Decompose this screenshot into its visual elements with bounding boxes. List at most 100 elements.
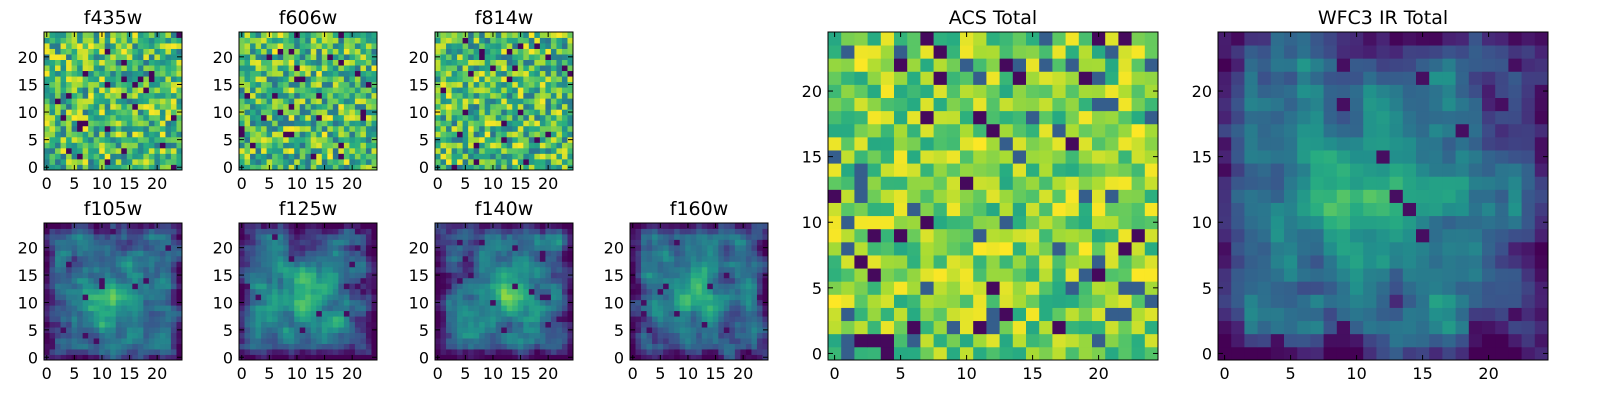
heatmap-cell	[473, 266, 480, 273]
heatmap-cell	[495, 338, 502, 344]
heatmap-cell	[60, 338, 67, 344]
heatmap-cell	[457, 255, 463, 262]
heatmap-cell	[143, 76, 150, 83]
heatmap-cell	[82, 87, 89, 94]
heatmap-cell	[880, 255, 895, 269]
heatmap-cell	[479, 272, 486, 279]
heatmap-cell	[55, 332, 61, 339]
heatmap-cell	[154, 321, 161, 328]
heatmap-cell	[545, 228, 552, 235]
heatmap-cell	[321, 153, 328, 160]
heatmap-cell	[354, 92, 361, 99]
heatmap-cell	[332, 332, 339, 339]
heatmap-cell	[354, 114, 361, 121]
heatmap-cell	[305, 54, 312, 60]
heatmap-cell	[1105, 241, 1119, 256]
heatmap-cell	[1052, 255, 1066, 269]
heatmap-cell	[244, 354, 251, 361]
heatmap-cell	[506, 92, 513, 99]
heatmap-cell	[567, 277, 574, 284]
heatmap-cell	[159, 120, 166, 127]
heatmap-cell	[550, 153, 557, 160]
heatmap-cell	[365, 131, 372, 138]
heatmap-cell	[512, 316, 519, 323]
heatmap-cell	[435, 142, 441, 149]
heatmap-cell	[457, 32, 463, 38]
heatmap-cell	[316, 81, 323, 88]
heatmap-cell	[71, 338, 78, 344]
heatmap-cell	[556, 250, 563, 257]
heatmap-cell	[556, 153, 563, 160]
heatmap-cell	[316, 65, 323, 72]
heatmap-cell	[1078, 268, 1093, 282]
heatmap-cell	[440, 48, 447, 55]
heatmap-cell	[933, 333, 948, 348]
heatmap-cell	[244, 142, 251, 149]
heatmap-cell	[277, 109, 284, 116]
heatmap-cell	[338, 299, 345, 306]
heatmap-cell	[365, 98, 372, 105]
heatmap-cell	[299, 92, 306, 99]
heatmap-cell	[365, 92, 372, 99]
heatmap-cell	[137, 228, 144, 235]
heatmap-cell	[239, 283, 245, 290]
heatmap-cell	[266, 244, 273, 251]
heatmap-cell	[707, 272, 714, 279]
heatmap-cell	[104, 65, 111, 72]
heatmap-cell	[82, 147, 89, 154]
heatmap-cell	[567, 48, 574, 55]
heatmap-cell	[740, 349, 747, 355]
heatmap-cell	[132, 125, 139, 132]
heatmap-cell	[261, 250, 267, 257]
heatmap-cell	[176, 239, 183, 246]
heatmap-cell	[490, 327, 497, 333]
heatmap-cell	[371, 32, 378, 38]
heatmap-cell	[539, 76, 546, 83]
heatmap-cell	[762, 294, 769, 301]
heatmap-cell	[512, 65, 519, 72]
heatmap-cell	[1078, 202, 1093, 217]
heatmap-cell	[148, 283, 155, 290]
heatmap-cell	[473, 153, 480, 160]
heatmap-cell	[349, 87, 356, 94]
heatmap-cell	[561, 327, 568, 333]
heatmap-cell	[451, 316, 458, 323]
heatmap-cell	[277, 255, 284, 262]
heatmap-cell	[349, 277, 356, 284]
heatmap-cell	[99, 272, 106, 279]
heatmap-cell	[104, 288, 111, 295]
heatmap-cell	[332, 294, 339, 301]
heatmap-cell	[484, 65, 491, 72]
heatmap-cell	[567, 233, 574, 240]
heatmap-cell	[371, 59, 378, 66]
heatmap-cell	[132, 87, 139, 94]
heatmap-cell	[523, 343, 530, 350]
heatmap-cell	[365, 283, 372, 290]
heatmap-cell	[266, 283, 273, 290]
heatmap-cell	[159, 349, 166, 355]
heatmap-cell	[261, 338, 267, 344]
heatmap-cell	[517, 103, 524, 110]
heatmap-cell	[534, 98, 541, 105]
heatmap-cell	[239, 37, 245, 44]
heatmap-cell	[435, 277, 441, 284]
heatmap-cell	[44, 59, 50, 66]
heatmap-cell	[657, 316, 664, 323]
heatmap-cell	[501, 103, 508, 110]
heatmap-cell	[159, 32, 166, 38]
heatmap-cell	[652, 228, 658, 235]
heatmap-cell	[143, 223, 150, 229]
heatmap-cell	[663, 294, 670, 301]
heatmap-cell	[446, 310, 452, 317]
heatmap-cell	[451, 158, 458, 165]
heatmap-cell	[88, 244, 95, 251]
heatmap-cell	[143, 120, 150, 127]
heatmap-cell	[451, 321, 458, 328]
heatmap-cell	[137, 283, 144, 290]
heatmap-cell	[148, 147, 155, 154]
heatmap-cell	[132, 59, 139, 66]
heatmap-cell	[506, 310, 513, 317]
heatmap-cell	[110, 294, 117, 301]
heatmap-cell	[44, 283, 50, 290]
heatmap-cell	[126, 131, 133, 138]
